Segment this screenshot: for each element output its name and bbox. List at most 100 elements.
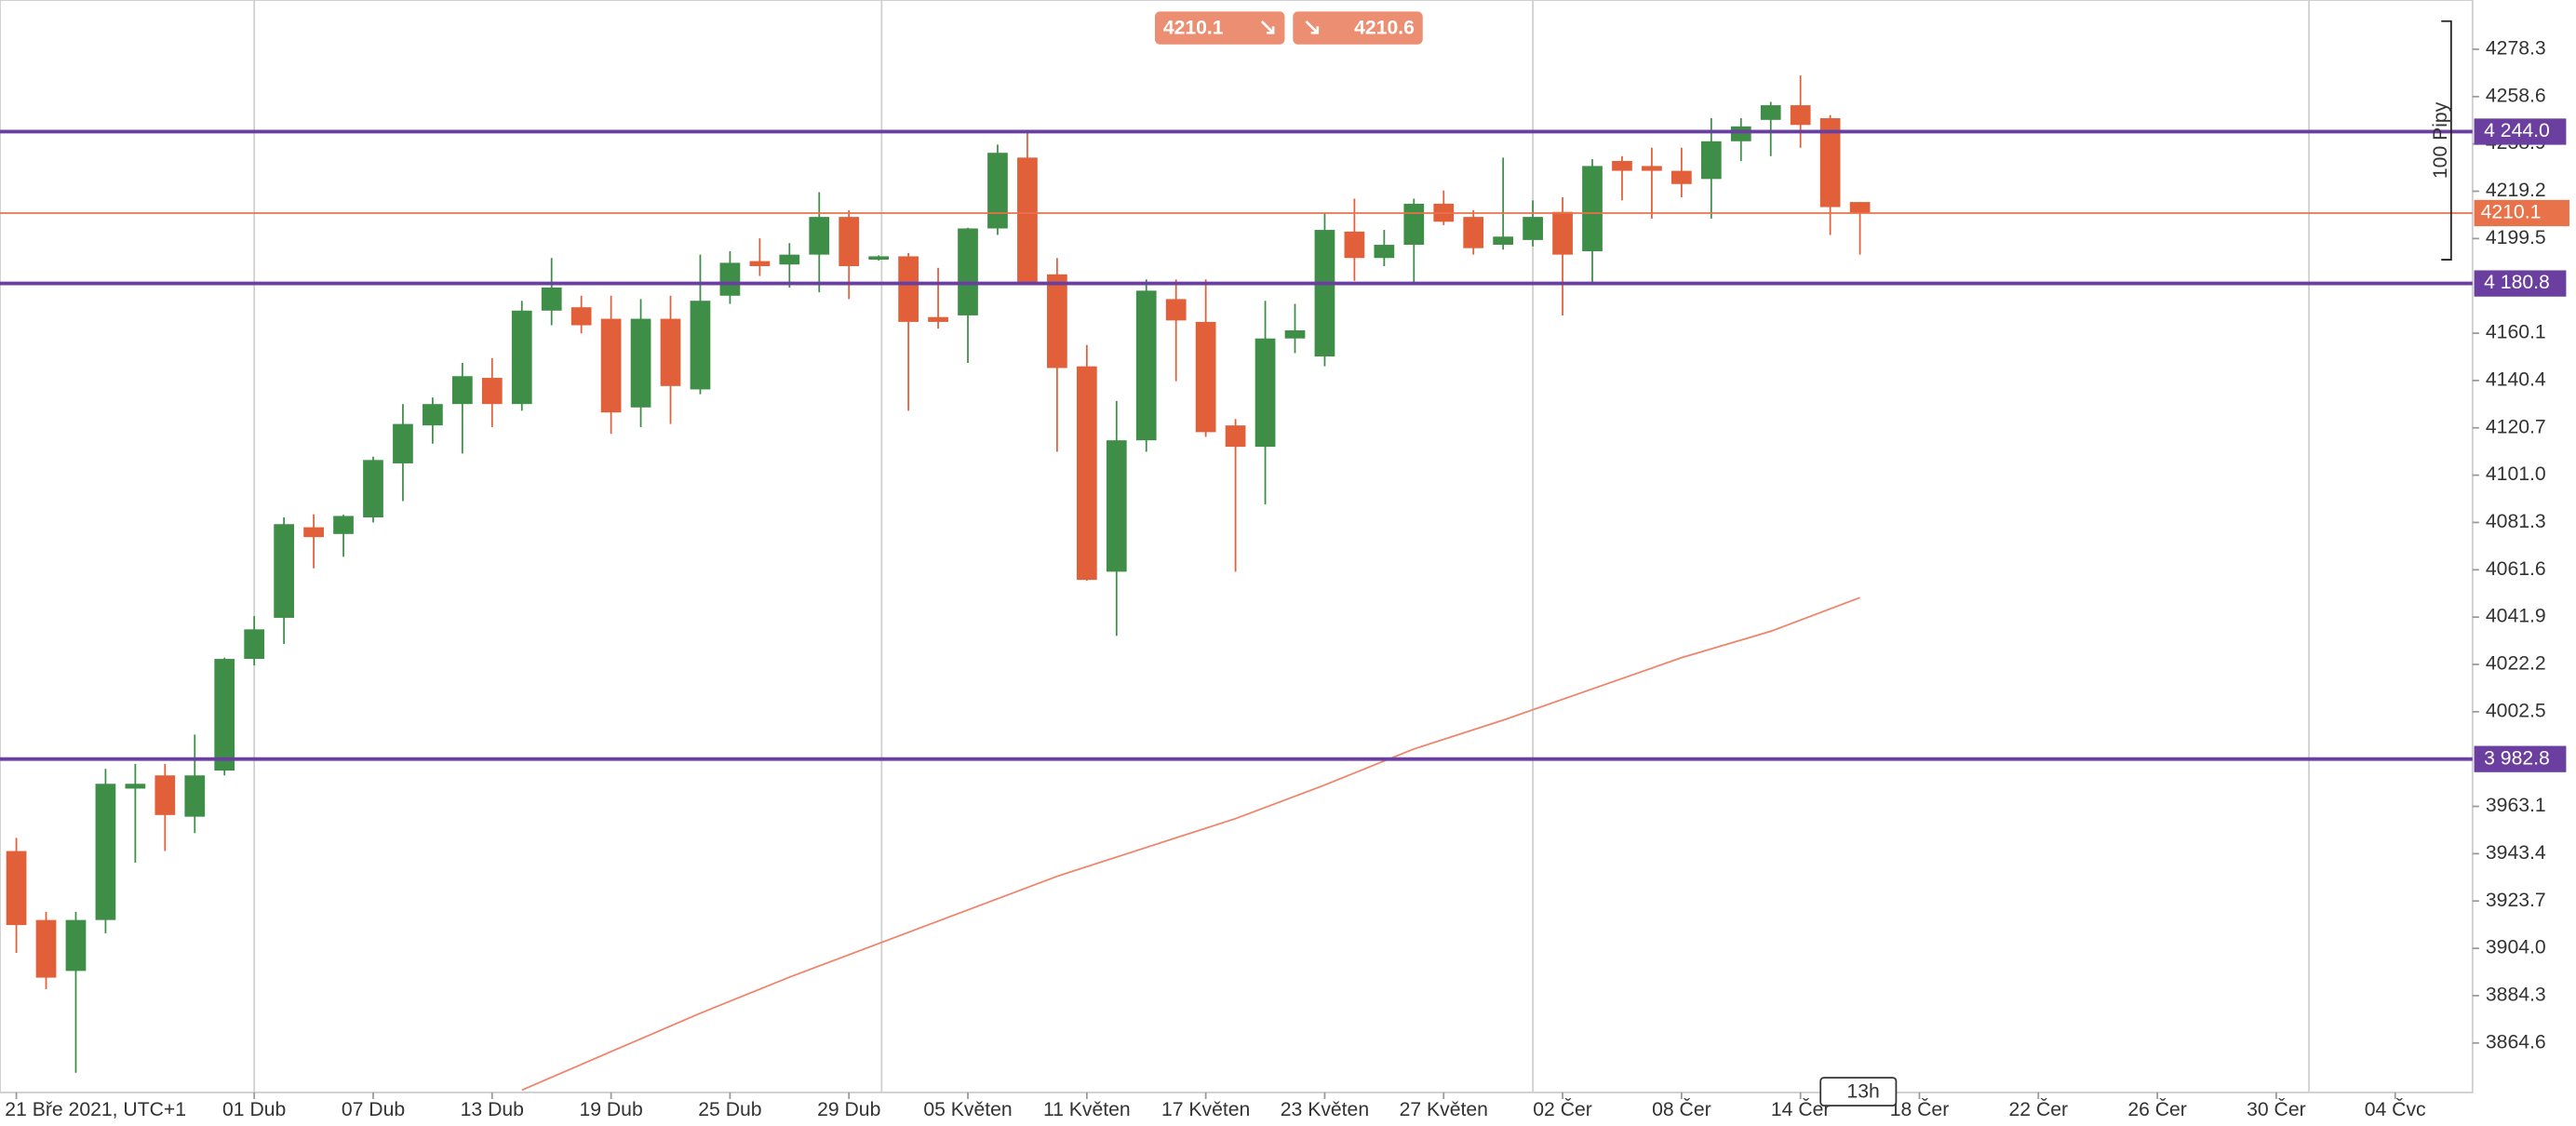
bid-badge[interactable] [1155, 11, 1285, 45]
candle-body [1254, 338, 1276, 448]
y-tick-label: 4278.3 [2486, 38, 2546, 60]
candle-body [1017, 157, 1038, 283]
x-tick-label: 30 Čer [2247, 1097, 2306, 1120]
candle-body [1374, 245, 1395, 259]
candle-body [928, 316, 948, 322]
level-label: 3 982.8 [2484, 747, 2550, 769]
candle-body [1523, 217, 1543, 240]
ask-badge[interactable] [1293, 11, 1423, 45]
x-tick-label: 26 Čer [2127, 1097, 2187, 1120]
candle-body [839, 217, 860, 267]
moving-average [521, 597, 1860, 1092]
y-tick-label: 4140.4 [2486, 369, 2546, 390]
y-tick-label: 3943.4 [2486, 842, 2546, 864]
level-label-bg [2474, 118, 2567, 145]
candle-body [363, 460, 383, 518]
candle-body [898, 256, 919, 322]
x-tick-label: 08 Čer [1652, 1097, 1711, 1120]
bid-arrow [1260, 20, 1275, 34]
level-label-bg [2474, 270, 2567, 297]
candle-body [451, 376, 473, 405]
measure-label: 100 Pipy [2430, 101, 2451, 179]
candle-body [1642, 166, 1662, 171]
x-tick-label: 11 Květen [1043, 1099, 1131, 1120]
y-tick-label: 3923.7 [2486, 890, 2546, 911]
candle-body [1463, 217, 1484, 248]
x-tick-label: 21 Bře 2021, UTC+1 [5, 1099, 186, 1120]
candle-body [1344, 231, 1365, 259]
candle-body [1612, 160, 1632, 171]
candle-body [570, 307, 592, 326]
y-tick-label: 4160.1 [2486, 322, 2546, 343]
candle-body [125, 784, 146, 789]
candle-body [630, 318, 651, 408]
y-tick-label: 4219.2 [2486, 180, 2546, 201]
y-tick-label: 4022.2 [2486, 653, 2546, 675]
y-tick-label: 4199.5 [2486, 227, 2546, 248]
x-tick-label: 01 Dub [222, 1099, 286, 1120]
candle-body [1195, 321, 1216, 433]
x-tick-label: 19 Dub [579, 1099, 642, 1120]
candle-body [1582, 166, 1603, 252]
x-tick-label: 23 Květen [1281, 1099, 1369, 1120]
candle-body [274, 524, 295, 618]
candle-body [1225, 425, 1246, 448]
measure-bracket [2441, 20, 2452, 261]
candle-body [958, 228, 978, 315]
x-tick-label: 29 Dub [817, 1099, 880, 1120]
x-tick-label: 25 Dub [698, 1099, 761, 1120]
candle-body [1819, 118, 1841, 208]
candle-body [1790, 105, 1811, 126]
candle-body [868, 256, 890, 261]
candle-body [154, 775, 176, 815]
candle-body [1403, 203, 1425, 246]
candle-body [1106, 440, 1127, 572]
y-tick-label: 3884.3 [2486, 985, 2546, 1006]
y-tick-label: 3864.6 [2486, 1031, 2546, 1052]
candle-body [1849, 202, 1871, 213]
y-tick-label: 4120.7 [2486, 416, 2546, 437]
candle-body [541, 287, 562, 311]
candle-body [333, 516, 354, 534]
candle-body [1076, 366, 1097, 581]
candle-body [1135, 290, 1157, 441]
candle-body [1730, 126, 1751, 141]
candle-body [184, 775, 206, 817]
price-label-bg [2474, 199, 2569, 227]
candle-body [600, 318, 622, 413]
candle-body [1760, 105, 1781, 120]
x-tick-label: 02 Čer [1533, 1097, 1592, 1120]
candle-body [481, 378, 503, 405]
candle-body [987, 153, 1008, 229]
level-label-bg [2474, 745, 2567, 772]
candle-body [423, 404, 443, 426]
candle-body [393, 423, 413, 463]
candle-body [65, 919, 87, 972]
ask-arrow [1305, 20, 1320, 34]
x-tick-label: 17 Květen [1161, 1099, 1250, 1120]
candle-body [1493, 236, 1514, 246]
candle-body [1700, 141, 1722, 180]
level-label: 4 244.0 [2484, 120, 2550, 141]
candle-body [1671, 170, 1692, 184]
candle-body [511, 310, 532, 405]
x-tick-label: 27 Květen [1400, 1099, 1488, 1120]
candle-body [95, 784, 116, 920]
candle-body [809, 217, 830, 255]
candle-body [1047, 274, 1067, 369]
x-tick-label: 18 Čer [1890, 1097, 1950, 1120]
candle-body [1314, 230, 1335, 357]
ask-value: 4210.6 [1354, 18, 1415, 39]
y-tick-label: 3904.0 [2486, 937, 2546, 958]
price-label: 4210.1 [2481, 202, 2542, 223]
y-tick-label: 4081.3 [2486, 511, 2546, 532]
candle-body [303, 527, 324, 538]
candle-body [779, 254, 800, 265]
y-tick-label: 4041.9 [2486, 606, 2546, 627]
candle-body [1284, 329, 1306, 339]
candle-body [6, 851, 27, 926]
candle-body [35, 919, 57, 978]
timer-bg [1819, 1077, 1898, 1106]
x-tick-label: 04 Čvc [2365, 1097, 2426, 1120]
